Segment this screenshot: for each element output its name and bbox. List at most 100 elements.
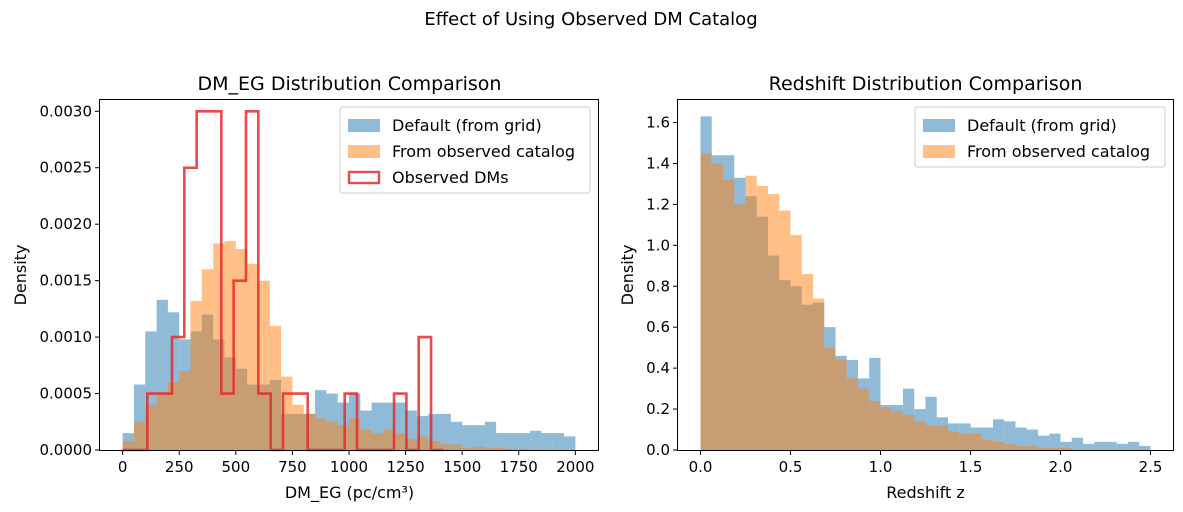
chart-left-legend: Default (from grid) From observed catalog…: [339, 106, 591, 194]
chart-left-series1-bar-19: [337, 425, 349, 450]
chart-left-xtick-label-8: 2000: [556, 458, 594, 476]
chart-left-series0-bar-22: [371, 402, 383, 450]
chart-right-series1-bar-12: [835, 359, 847, 450]
chart-left-series1-bar-22: [371, 433, 383, 450]
chart-right-series0-bar-38: [1128, 441, 1140, 450]
chart-left-xtick-label-2: 500: [221, 458, 250, 476]
chart-left-series0-bar-35: [518, 433, 531, 450]
chart-left-series0-bar-39: [564, 436, 576, 450]
chart-right-series1-bar-17: [891, 411, 903, 450]
chart-right-series0-bar-34: [1083, 443, 1095, 450]
chart-left-xtick-label-7: 1750: [500, 458, 538, 476]
chart-right-series1-bar-2: [723, 179, 735, 450]
chart-left-series1-bar-20: [349, 418, 361, 450]
chart-left-series0-bar-34: [507, 433, 519, 450]
chart-right-ytick-label-4: 0.8: [646, 277, 670, 295]
chart-left-series0-bar-27: [428, 413, 440, 450]
chart-right-xtick-label-1: 0.5: [779, 458, 803, 476]
chart-right-legend-swatch-1: [923, 145, 955, 158]
chart-right-series0-bar-28: [1015, 427, 1027, 450]
chart-left-series1-bar-1: [133, 421, 146, 450]
chart-right-series0-bar-25: [981, 427, 993, 450]
chart-left-series1-bar-33: [496, 447, 508, 450]
chart-left-series1-bar-27: [428, 440, 440, 450]
chart-left-series1-bar-12: [258, 280, 270, 450]
chart-left-series0-bar-36: [530, 430, 542, 450]
chart-left-legend-box: [339, 106, 591, 194]
chart-right-xlabel: Redshift z: [886, 483, 964, 502]
chart-left-series1-bar-11: [247, 263, 259, 450]
chart-right-series1-bar-11: [824, 347, 836, 450]
chart-left-legend-swatch-2: [347, 170, 381, 185]
chart-left-series1-bar-18: [326, 421, 338, 450]
chart-right-legend-box: [914, 106, 1166, 168]
chart-right-series1-bar-31: [1049, 447, 1061, 450]
chart-right-series1-bar-25: [981, 439, 993, 450]
chart-left-series1-bar-34: [507, 448, 519, 450]
chart-right-ytick-label-3: 0.6: [646, 318, 670, 336]
chart-left-series0-bar-37: [541, 433, 553, 450]
chart-left-legend-label-1: From observed catalog: [392, 142, 575, 161]
chart-left-series1-bar-10: [235, 249, 248, 450]
chart-right-legend-label-0: Default (from grid): [967, 116, 1117, 135]
chart-left-ytick-label-2: 0.0010: [40, 328, 93, 346]
chart-right-series1-bar-6: [768, 194, 780, 450]
chart-right-ytick-label-6: 1.2: [646, 195, 670, 213]
chart-left-ticks: 0 250 500 750 1000 1250 1500 1750 2000 0.0000 0.00…: [40, 102, 595, 476]
chart-left-dm-eg: DM_EG Distribution Comparison 0 250 500 750…: [11, 73, 599, 503]
chart-left-series0-bar-3: [156, 299, 168, 450]
chart-right-series1-bar-10: [813, 298, 825, 450]
chart-right-series1-bar-16: [880, 407, 892, 450]
chart-right-series0-bar-20: [925, 396, 937, 450]
chart-left-series1-bar-5: [179, 370, 191, 450]
chart-left-ytick-label-0: 0.0000: [40, 441, 93, 459]
chart-left-xtick-label-5: 1250: [386, 458, 424, 476]
chart-left-series1-bar-9: [224, 241, 236, 450]
chart-left-series1-bar-7: [201, 269, 214, 450]
chart-right-series0-bar-36: [1105, 441, 1117, 450]
chart-left-legend-swatch-0: [348, 119, 380, 132]
chart-left-xlabel: DM_EG (pc/cm³): [285, 483, 414, 503]
chart-left-series1-bar-14: [281, 376, 293, 450]
chart-right-series1-bar-18: [903, 415, 915, 450]
chart-right-series1-bar-24: [970, 433, 982, 450]
chart-left-series0-bar-28: [439, 413, 451, 450]
chart-right-ticks: 0.0 0.5 1.0 1.5 2.0 2.5 0.0 0.2 0.4 0.6 0.8 1.0 1.2 1…: [646, 114, 1162, 476]
chart-left-series1-bar-4: [167, 382, 180, 450]
chart-right-series1-bar-15: [869, 400, 881, 450]
chart-right-plot-area: [700, 116, 1151, 450]
chart-right-series1-bar-23: [959, 433, 971, 450]
chart-right-series1-bar-3: [734, 204, 746, 450]
chart-left-ylabel: Density: [11, 245, 30, 306]
chart-left-series0-bar-2: [145, 331, 157, 450]
chart-right-frame: [677, 99, 1174, 451]
chart-right-series1-bar-22: [948, 431, 960, 450]
chart-left-series0-bar-38: [552, 433, 565, 450]
chart-left-legend-label-2: Observed DMs: [392, 168, 509, 187]
chart-left-ytick-label-4: 0.0020: [40, 215, 93, 233]
chart-left-series0-bar-31: [473, 425, 485, 450]
chart-right-series0-bar-30: [1038, 435, 1050, 450]
chart-right-series1-bar-4: [745, 175, 757, 450]
chart-left-ytick-label-3: 0.0015: [40, 272, 93, 290]
chart-right-legend-swatch-0: [923, 119, 955, 132]
chart-right-series1-bar-21: [936, 425, 948, 450]
chart-left-series1-bar-35: [518, 448, 531, 450]
figure-suptitle: Effect of Using Observed DM Catalog: [424, 9, 757, 30]
chart-left-xtick-label-6: 1500: [443, 458, 481, 476]
chart-right-series0-bar-26: [993, 419, 1005, 450]
chart-right-series1-bar-13: [846, 378, 858, 450]
chart-left-xtick-label-3: 750: [278, 458, 307, 476]
chart-right-series0-bar-37: [1116, 443, 1128, 450]
chart-left-series1-bar-23: [382, 429, 395, 450]
chart-left-series1-bar-32: [484, 447, 497, 450]
chart-right-series1-bar-19: [914, 421, 926, 450]
chart-right-series0-bar-27: [1004, 421, 1016, 450]
chart-left-legend-swatch-1: [348, 145, 380, 158]
chart-right-series1-bar-29: [1026, 445, 1038, 450]
chart-left-series0-bar-30: [462, 425, 474, 450]
chart-right-series1-bar-0: [700, 153, 712, 450]
chart-right-ytick-label-5: 1.0: [646, 236, 670, 254]
chart-right-ytick-label-7: 1.4: [646, 154, 670, 172]
